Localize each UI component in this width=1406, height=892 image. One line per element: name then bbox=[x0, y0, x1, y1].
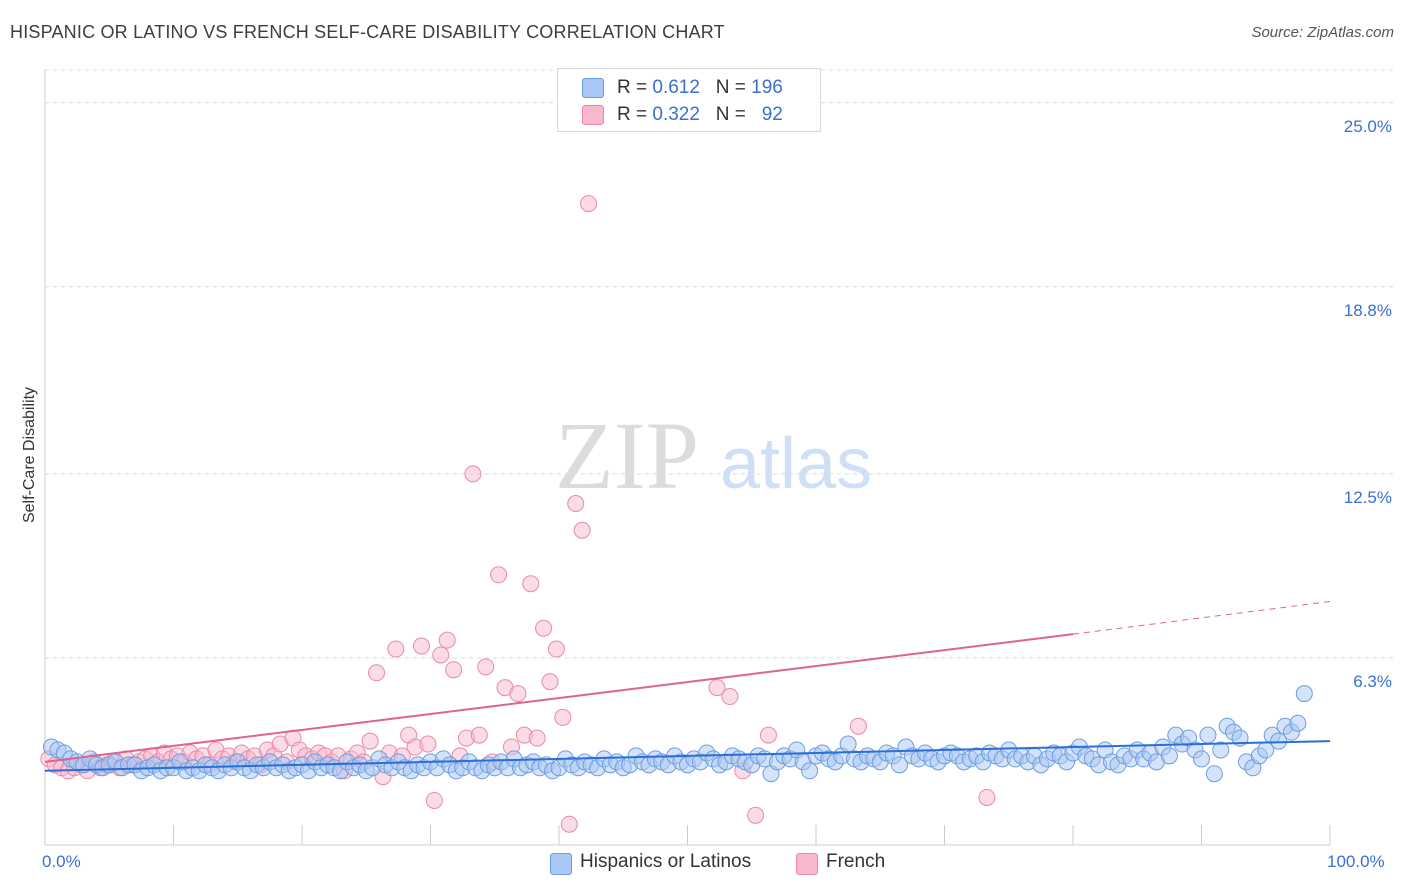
french-point bbox=[759, 726, 777, 744]
french-point bbox=[445, 661, 463, 679]
french-point bbox=[361, 732, 379, 750]
hispanic-point bbox=[801, 762, 819, 780]
french-point bbox=[368, 664, 386, 682]
hispanic-point bbox=[1205, 765, 1223, 783]
french-point bbox=[560, 815, 578, 833]
french-point bbox=[490, 566, 508, 584]
legend-label-french: French bbox=[826, 851, 886, 872]
legend-n-value: 92 bbox=[761, 104, 783, 125]
legend-label-hispanic: Hispanics or Latinos bbox=[580, 851, 752, 872]
legend-swatch-pink bbox=[796, 853, 818, 875]
legend-n-label: N = bbox=[715, 104, 752, 125]
x-tick-max: 100.0% bbox=[1327, 852, 1385, 871]
french-point bbox=[425, 791, 443, 809]
french-trend-extension bbox=[1072, 601, 1331, 635]
stats-legend: R = 0.612 N = 196 R = 0.322 N = 92 bbox=[557, 68, 821, 132]
hispanic-trend-line bbox=[44, 740, 1331, 772]
source-note: Source: ZipAtlas.com bbox=[1251, 24, 1394, 41]
french-point bbox=[721, 688, 739, 706]
french-point bbox=[432, 646, 450, 664]
chart-title: HISPANIC OR LATINO VS FRENCH SELF-CARE D… bbox=[10, 22, 725, 42]
french-point bbox=[554, 708, 572, 726]
grid-lines bbox=[45, 69, 1395, 659]
hispanic-point bbox=[1160, 747, 1178, 765]
watermark-atlas: atlas bbox=[720, 424, 872, 504]
french-trend-line bbox=[44, 633, 1074, 763]
hispanic-point bbox=[1199, 726, 1217, 744]
french-point bbox=[978, 788, 996, 806]
x-tick-min: 0.0% bbox=[42, 852, 81, 871]
hispanic-point bbox=[1212, 741, 1230, 759]
french-point bbox=[528, 729, 546, 747]
y-tick-label: 12.5% bbox=[1343, 487, 1392, 507]
french-point bbox=[522, 575, 540, 593]
watermark-zip: ZIP bbox=[555, 402, 699, 509]
french-point bbox=[387, 640, 405, 658]
french-point bbox=[464, 465, 482, 483]
hispanic-point bbox=[839, 735, 857, 753]
legend-n-label: N = bbox=[715, 77, 752, 98]
axes bbox=[44, 70, 1331, 846]
french-point bbox=[419, 735, 437, 753]
french-point bbox=[535, 619, 553, 637]
legend-r-value: 0.322 bbox=[652, 104, 700, 125]
french-point bbox=[573, 521, 591, 539]
legend-swatch-blue bbox=[582, 78, 604, 98]
french-point bbox=[438, 631, 456, 649]
hispanic-point bbox=[1295, 685, 1313, 703]
french-point bbox=[541, 673, 559, 691]
legend-r-value: 0.612 bbox=[652, 77, 700, 98]
y-tick-label: 6.3% bbox=[1353, 671, 1392, 691]
french-point bbox=[509, 685, 527, 703]
y-tick-label: 25.0% bbox=[1343, 116, 1392, 136]
french-point bbox=[477, 658, 495, 676]
legend-n-value: 196 bbox=[751, 77, 783, 98]
hispanic-point bbox=[1289, 714, 1307, 732]
french-point bbox=[547, 640, 565, 658]
french-point bbox=[470, 726, 488, 744]
french-point bbox=[747, 806, 765, 824]
french-point bbox=[567, 495, 585, 513]
hispanic-point bbox=[891, 756, 909, 774]
legend-r-label: R = bbox=[617, 77, 653, 98]
y-axis-label: Self-Care Disability bbox=[21, 386, 38, 524]
french-point bbox=[849, 717, 867, 735]
legend-r-label: R = bbox=[617, 104, 653, 125]
legend-swatch-blue bbox=[550, 853, 572, 875]
trend-lines bbox=[44, 601, 1331, 772]
hispanic-point bbox=[1193, 750, 1210, 768]
y-tick-label: 18.8% bbox=[1343, 300, 1392, 320]
hispanic-point bbox=[1270, 732, 1288, 750]
legend-swatch-pink bbox=[582, 105, 604, 125]
french-point bbox=[708, 679, 726, 697]
french-point bbox=[413, 637, 431, 655]
french-point bbox=[580, 195, 598, 213]
